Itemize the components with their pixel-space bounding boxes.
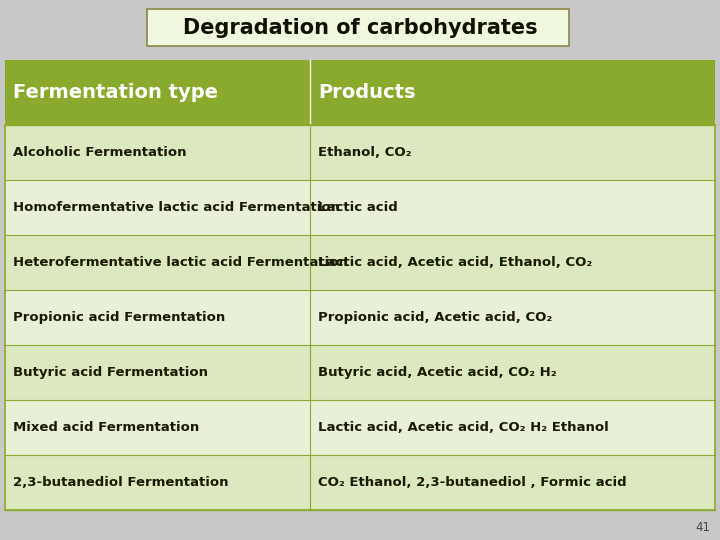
Text: 2,3-butanediol Fermentation: 2,3-butanediol Fermentation <box>13 476 228 489</box>
Bar <box>5 400 310 455</box>
Text: Alcoholic Fermentation: Alcoholic Fermentation <box>13 146 186 159</box>
Text: Lactic acid: Lactic acid <box>318 201 397 214</box>
Bar <box>5 290 310 345</box>
Bar <box>310 60 715 125</box>
Bar <box>310 455 715 510</box>
Text: Lactic acid, Acetic acid, Ethanol, CO₂: Lactic acid, Acetic acid, Ethanol, CO₂ <box>318 256 593 269</box>
Text: Propionic acid Fermentation: Propionic acid Fermentation <box>13 311 225 324</box>
Text: Degradation of carbohydrates: Degradation of carbohydrates <box>183 18 537 38</box>
Text: Butyric acid Fermentation: Butyric acid Fermentation <box>13 366 208 379</box>
Text: Butyric acid, Acetic acid, CO₂ H₂: Butyric acid, Acetic acid, CO₂ H₂ <box>318 366 557 379</box>
Bar <box>5 180 310 235</box>
Bar <box>310 345 715 400</box>
Bar <box>310 125 715 180</box>
Text: Ethanol, CO₂: Ethanol, CO₂ <box>318 146 412 159</box>
Text: Fermentation type: Fermentation type <box>13 83 218 102</box>
Text: 41: 41 <box>695 521 710 534</box>
Bar <box>5 455 310 510</box>
Text: CO₂ Ethanol, 2,3-butanediol , Formic acid: CO₂ Ethanol, 2,3-butanediol , Formic aci… <box>318 476 626 489</box>
Bar <box>310 180 715 235</box>
Bar <box>310 400 715 455</box>
Text: Mixed acid Fermentation: Mixed acid Fermentation <box>13 421 199 434</box>
Bar <box>5 60 310 125</box>
Bar <box>5 345 310 400</box>
Text: Products: Products <box>318 83 415 102</box>
Text: Propionic acid, Acetic acid, CO₂: Propionic acid, Acetic acid, CO₂ <box>318 311 552 324</box>
Text: Lactic acid, Acetic acid, CO₂ H₂ Ethanol: Lactic acid, Acetic acid, CO₂ H₂ Ethanol <box>318 421 608 434</box>
Bar <box>5 125 715 510</box>
Bar <box>5 235 310 290</box>
FancyBboxPatch shape <box>147 9 569 46</box>
Bar <box>310 235 715 290</box>
Text: Heterofermentative lactic acid Fermentation: Heterofermentative lactic acid Fermentat… <box>13 256 348 269</box>
Bar <box>5 125 310 180</box>
Bar <box>310 290 715 345</box>
Text: Homofermentative lactic acid Fermentation: Homofermentative lactic acid Fermentatio… <box>13 201 340 214</box>
